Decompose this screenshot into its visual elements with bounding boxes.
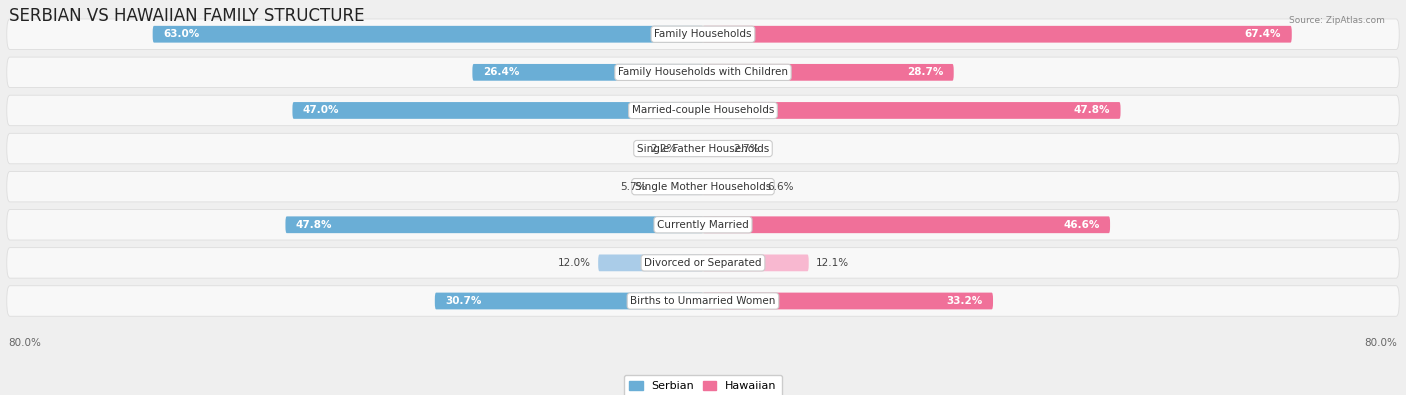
FancyBboxPatch shape bbox=[7, 57, 1399, 88]
FancyBboxPatch shape bbox=[703, 64, 953, 81]
FancyBboxPatch shape bbox=[7, 134, 1399, 164]
FancyBboxPatch shape bbox=[7, 209, 1399, 240]
FancyBboxPatch shape bbox=[153, 26, 703, 43]
FancyBboxPatch shape bbox=[7, 171, 1399, 202]
FancyBboxPatch shape bbox=[7, 286, 1399, 316]
Text: Single Father Households: Single Father Households bbox=[637, 143, 769, 154]
FancyBboxPatch shape bbox=[683, 140, 703, 157]
FancyBboxPatch shape bbox=[7, 248, 1399, 278]
FancyBboxPatch shape bbox=[703, 178, 761, 195]
Text: 67.4%: 67.4% bbox=[1244, 29, 1281, 39]
Text: Family Households: Family Households bbox=[654, 29, 752, 39]
Text: 80.0%: 80.0% bbox=[8, 338, 41, 348]
FancyBboxPatch shape bbox=[292, 102, 703, 119]
Text: 46.6%: 46.6% bbox=[1063, 220, 1099, 230]
FancyBboxPatch shape bbox=[598, 254, 703, 271]
FancyBboxPatch shape bbox=[654, 178, 703, 195]
Text: 26.4%: 26.4% bbox=[482, 67, 519, 77]
FancyBboxPatch shape bbox=[703, 140, 727, 157]
FancyBboxPatch shape bbox=[434, 293, 703, 309]
Text: SERBIAN VS HAWAIIAN FAMILY STRUCTURE: SERBIAN VS HAWAIIAN FAMILY STRUCTURE bbox=[8, 7, 364, 25]
Text: 28.7%: 28.7% bbox=[907, 67, 943, 77]
Text: 80.0%: 80.0% bbox=[1365, 338, 1398, 348]
Text: 5.7%: 5.7% bbox=[620, 182, 647, 192]
FancyBboxPatch shape bbox=[285, 216, 703, 233]
FancyBboxPatch shape bbox=[7, 19, 1399, 49]
Text: 2.2%: 2.2% bbox=[651, 143, 676, 154]
Text: 47.8%: 47.8% bbox=[1074, 105, 1111, 115]
FancyBboxPatch shape bbox=[703, 293, 993, 309]
Text: 47.8%: 47.8% bbox=[295, 220, 332, 230]
FancyBboxPatch shape bbox=[7, 95, 1399, 126]
Text: Source: ZipAtlas.com: Source: ZipAtlas.com bbox=[1289, 16, 1385, 25]
Text: Divorced or Separated: Divorced or Separated bbox=[644, 258, 762, 268]
Text: Currently Married: Currently Married bbox=[657, 220, 749, 230]
Text: Single Mother Households: Single Mother Households bbox=[636, 182, 770, 192]
Text: 33.2%: 33.2% bbox=[946, 296, 983, 306]
Text: 63.0%: 63.0% bbox=[163, 29, 200, 39]
FancyBboxPatch shape bbox=[703, 216, 1111, 233]
Text: Married-couple Households: Married-couple Households bbox=[631, 105, 775, 115]
FancyBboxPatch shape bbox=[703, 102, 1121, 119]
Text: 47.0%: 47.0% bbox=[302, 105, 339, 115]
Text: Births to Unmarried Women: Births to Unmarried Women bbox=[630, 296, 776, 306]
Text: Family Households with Children: Family Households with Children bbox=[619, 67, 787, 77]
FancyBboxPatch shape bbox=[703, 26, 1292, 43]
Legend: Serbian, Hawaiian: Serbian, Hawaiian bbox=[624, 375, 782, 395]
Text: 30.7%: 30.7% bbox=[446, 296, 482, 306]
FancyBboxPatch shape bbox=[703, 254, 808, 271]
Text: 2.7%: 2.7% bbox=[734, 143, 761, 154]
Text: 6.6%: 6.6% bbox=[768, 182, 794, 192]
Text: 12.0%: 12.0% bbox=[558, 258, 591, 268]
FancyBboxPatch shape bbox=[472, 64, 703, 81]
Text: 12.1%: 12.1% bbox=[815, 258, 849, 268]
